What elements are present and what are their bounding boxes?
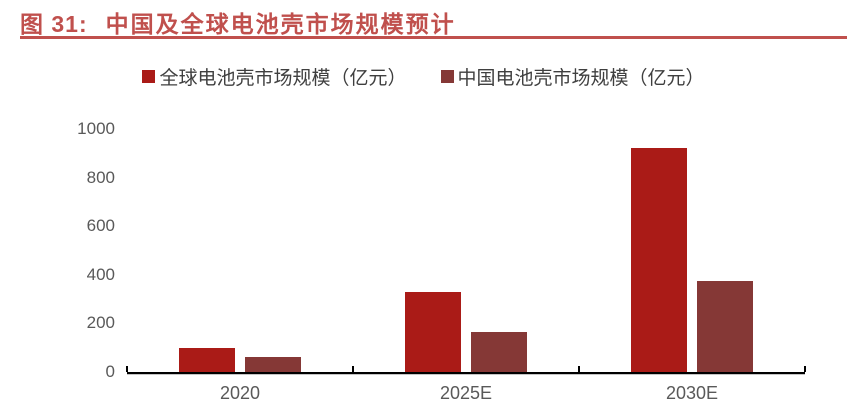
figure-label: 图 31: [20, 11, 88, 37]
y-axis-label: 800 [86, 167, 115, 187]
x-axis-label: 2030E [665, 383, 719, 403]
bar-china-2020 [245, 357, 301, 372]
chart-legend: 全球电池壳市场规模（亿元） 中国电池壳市场规模（亿元） [0, 63, 847, 90]
x-axis-tick [352, 366, 354, 372]
x-axis-tick [578, 366, 580, 372]
bar-global-2025E [405, 291, 461, 372]
legend-item-global: 全球电池壳市场规模（亿元） [142, 63, 407, 90]
x-axis-tick [804, 366, 806, 372]
legend-label-china: 中国电池壳市场规模（亿元） [457, 68, 705, 89]
bar-china-2030E [697, 280, 753, 372]
y-axis-label: 400 [86, 264, 115, 284]
legend-label-global: 全球电池壳市场规模（亿元） [159, 68, 407, 89]
y-axis-label: 0 [105, 362, 115, 381]
y-axis-label: 200 [86, 313, 115, 333]
x-axis-label: 2020 [219, 383, 261, 403]
figure-title-text: 中国及全球电池壳市场规模预计 [105, 12, 456, 37]
legend-swatch-global-icon [142, 70, 156, 83]
bar-china-2025E [471, 331, 527, 372]
title-underline [20, 36, 847, 39]
y-axis-label: 600 [86, 216, 115, 236]
x-axis-label: 2025E [439, 383, 493, 403]
legend-swatch-china-icon [440, 70, 454, 83]
figure-title: 图 31: 中国及全球电池壳市场规模预计 [20, 5, 456, 39]
x-axis-line [127, 372, 805, 375]
y-axis-label: 1000 [77, 119, 115, 138]
bar-global-2020 [179, 347, 235, 372]
legend-item-china: 中国电池壳市场规模（亿元） [440, 63, 705, 90]
x-axis-tick [126, 366, 128, 372]
bar-global-2030E [631, 148, 687, 372]
